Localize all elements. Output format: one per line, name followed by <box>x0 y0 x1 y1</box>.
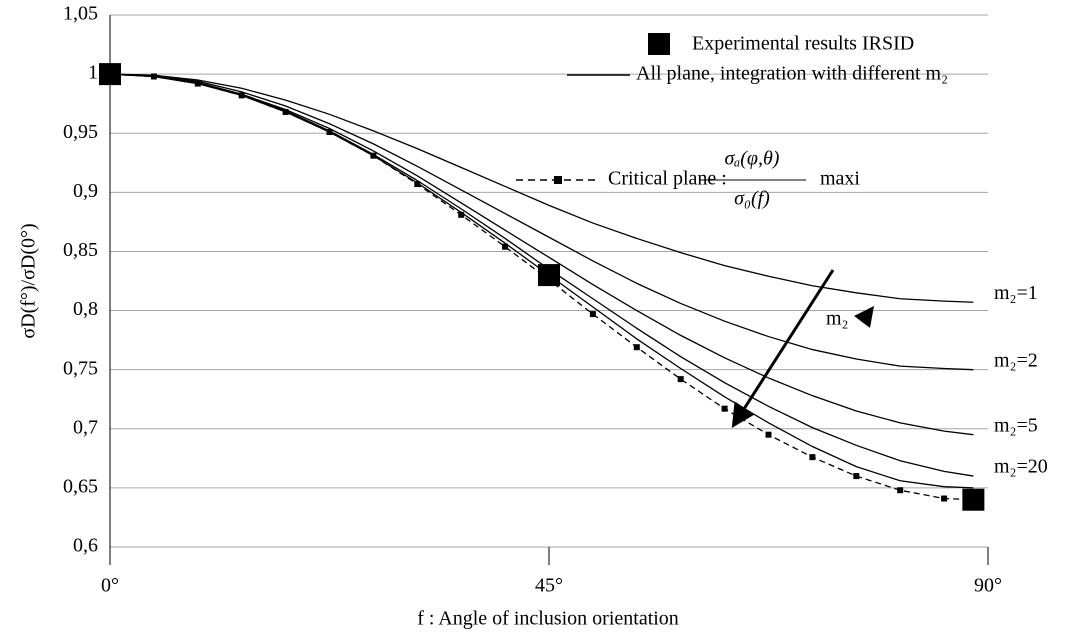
point <box>238 92 245 99</box>
legend-text: All plane, integration with different m₂ <box>636 63 948 85</box>
point <box>765 431 772 438</box>
legend-marker <box>554 176 562 184</box>
arrow <box>731 269 835 429</box>
experimental-point <box>962 488 985 511</box>
series-line <box>109 73 974 501</box>
x-axis-label: f : Angle of inclusion orientation <box>417 608 679 630</box>
y-tick-label: 0,95 <box>63 121 98 143</box>
point <box>282 108 289 115</box>
series-line <box>109 73 974 371</box>
y-tick-label: 1,05 <box>63 3 98 25</box>
point <box>458 211 465 218</box>
point <box>809 454 816 461</box>
legend-text: Critical plane : <box>608 168 727 190</box>
point <box>150 73 157 80</box>
x-tick-label: 0° <box>101 575 119 597</box>
point <box>194 80 201 87</box>
x-tick-label: 90° <box>974 575 1002 597</box>
y-tick-label: 0,7 <box>73 416 98 438</box>
experimental-point <box>538 264 560 287</box>
series-label: m₂=20 <box>994 456 1048 478</box>
point <box>897 487 904 494</box>
point <box>370 152 377 159</box>
point <box>633 344 640 351</box>
arrow <box>854 306 874 328</box>
point <box>502 243 509 250</box>
point <box>414 181 421 188</box>
y-tick-label: 0,9 <box>73 180 98 202</box>
point <box>941 495 948 502</box>
y-tick-label: 0,75 <box>63 357 98 379</box>
point <box>589 311 596 318</box>
y-tick-label: 0,85 <box>63 239 98 261</box>
legend-text: Experimental results IRSID <box>692 33 914 55</box>
y-axis-label: σD(f°)/σD(0°) <box>18 223 40 338</box>
y-tick-label: 0,8 <box>73 298 98 320</box>
x-tick-label: 45° <box>535 575 563 597</box>
point <box>853 473 860 480</box>
point <box>326 129 333 136</box>
y-tick-label: 0,65 <box>63 475 98 497</box>
series-label: m₂=5 <box>994 414 1038 436</box>
series-line <box>109 73 974 436</box>
experimental-point <box>99 63 121 86</box>
legend-text: σ₀(f) <box>734 188 770 210</box>
legend-text: σₐ(φ,θ) <box>725 148 780 170</box>
legend-marker <box>648 33 670 55</box>
point <box>721 405 728 412</box>
annotation: m₂ <box>826 308 849 330</box>
series-label: m₂=2 <box>994 349 1038 371</box>
y-tick-label: 1 <box>88 62 98 84</box>
series-line <box>109 73 974 303</box>
y-tick-label: 0,6 <box>73 535 98 557</box>
point <box>677 376 684 383</box>
series-label: m₂=1 <box>994 282 1038 304</box>
legend-text: maxi <box>820 168 860 190</box>
